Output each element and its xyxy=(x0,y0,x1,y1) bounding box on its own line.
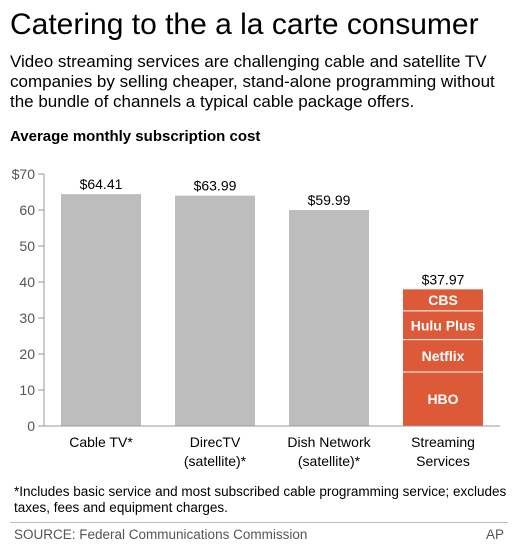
stack-segment xyxy=(403,289,483,311)
footnote: *Includes basic service and most subscri… xyxy=(14,484,507,515)
x-category-label: Cable TV* xyxy=(69,434,133,450)
stack-segment-label: CBS xyxy=(428,292,458,308)
x-category-label: (satellite)* xyxy=(298,453,361,469)
source-note: SOURCE: Federal Communications Commissio… xyxy=(14,527,308,542)
y-tick-label: 40 xyxy=(19,274,35,290)
chart-heading: Average monthly subscription cost xyxy=(10,128,261,145)
x-category-label: Streaming xyxy=(411,434,475,450)
bar xyxy=(289,210,369,426)
bar-value-label: $37.97 xyxy=(422,271,465,287)
stack-segment xyxy=(403,339,483,373)
stack-segment-label: Hulu Plus xyxy=(411,317,476,333)
y-tick-label: 20 xyxy=(19,346,35,362)
stack-segment-label: HBO xyxy=(427,391,458,407)
source-divider xyxy=(10,522,508,523)
y-tick-label: 50 xyxy=(19,238,35,254)
y-tick-label: 30 xyxy=(19,310,35,326)
x-category-label: (satellite)* xyxy=(184,453,247,469)
x-category-label: Services xyxy=(416,453,470,469)
bar-chart: 0 10 20 30 40 50 60 $70 $64.41 Cable TV* $63.99 Dir… xyxy=(12,166,500,469)
stack-segment xyxy=(403,372,483,426)
y-tick-label: 10 xyxy=(19,382,35,398)
x-category-label: Dish Network xyxy=(287,434,371,450)
y-tick-label: 0 xyxy=(27,418,35,434)
x-category-label: DirecTV xyxy=(190,434,241,450)
page-title: Catering to the a la carte consumer xyxy=(10,8,479,41)
y-tick-label: $70 xyxy=(12,166,36,182)
stack-segment xyxy=(403,310,483,340)
bar-value-label: $63.99 xyxy=(194,178,237,194)
y-tick-label: 60 xyxy=(19,202,35,218)
bar-value-label: $59.99 xyxy=(308,192,351,208)
stack-segment-label: Netflix xyxy=(422,348,465,364)
bar-value-label: $64.41 xyxy=(80,176,123,192)
bar xyxy=(61,194,141,426)
credit-label: AP xyxy=(485,527,504,542)
page-subtitle: Video streaming services are challenging… xyxy=(10,52,495,111)
bar xyxy=(175,195,255,426)
